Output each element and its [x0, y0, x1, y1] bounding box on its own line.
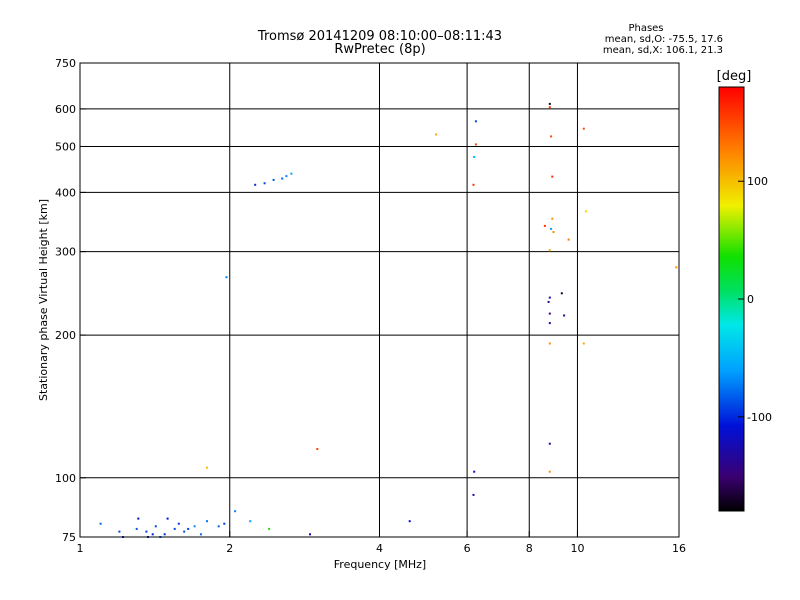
data-point: [584, 210, 587, 213]
data-point: [254, 183, 257, 186]
data-point: [99, 522, 102, 525]
y-axis-label: Stationary phase Virtual Height [km]: [37, 199, 50, 401]
data-point: [206, 520, 208, 523]
data-point: [193, 525, 196, 528]
x-tick-label: 8: [526, 542, 533, 555]
data-point: [316, 448, 319, 450]
stats-o-mode: mean, sd,O: -75.5, 17.6: [605, 34, 723, 45]
data-point: [567, 238, 570, 241]
colorbar-tick-label: 0: [747, 293, 754, 306]
data-point: [177, 522, 180, 525]
data-point: [135, 527, 138, 530]
data-point: [199, 533, 202, 536]
data-point: [551, 175, 554, 178]
data-point: [675, 266, 678, 269]
data-point: [550, 135, 553, 138]
data-point: [187, 527, 190, 530]
x-tick-label: 4: [376, 542, 383, 555]
data-point: [550, 227, 553, 230]
data-point: [548, 102, 551, 105]
data-point: [474, 143, 477, 146]
y-tick-label: 600: [55, 103, 76, 116]
grid-lines: [80, 63, 679, 537]
data-point: [154, 525, 157, 528]
data-point: [234, 510, 237, 513]
x-tick-label: 16: [672, 542, 686, 555]
y-tick-label: 200: [55, 329, 76, 342]
x-tick-label: 10: [570, 542, 584, 555]
stats-heading: Phases: [628, 23, 663, 34]
data-point: [547, 300, 550, 303]
data-point: [249, 520, 252, 523]
data-point: [548, 106, 551, 109]
data-point: [263, 182, 266, 185]
data-point: [548, 470, 551, 473]
data-point: [173, 527, 176, 530]
colorbar-ticks: 100 0 -100: [738, 175, 772, 424]
data-point: [206, 466, 208, 469]
data-point: [473, 470, 476, 473]
data-point: [268, 527, 271, 530]
y-tick-label: 400: [55, 186, 76, 199]
chart-subtitle: RwPretec (8p): [334, 42, 425, 57]
data-point: [560, 292, 563, 295]
data-point: [118, 530, 121, 533]
data-point: [309, 533, 311, 536]
chart-title: Tromsø 20141209 08:10:00–08:11:43: [257, 29, 502, 44]
data-point: [563, 314, 566, 317]
x-tick-label: 6: [464, 542, 471, 555]
data-point: [225, 276, 228, 279]
data-point: [285, 175, 288, 178]
data-point: [183, 530, 186, 533]
stats-x-mode: mean, sd,X: 106.1, 21.3: [603, 45, 723, 56]
data-point: [472, 183, 475, 186]
x-axis-ticks: 1 2 4 6 8 10 16: [77, 531, 686, 555]
data-point: [290, 172, 293, 175]
y-tick-label: 750: [55, 57, 76, 70]
data-point: [151, 533, 154, 536]
data-point: [551, 217, 554, 220]
data-point: [582, 127, 585, 130]
colorbar-tick-label: 100: [747, 175, 768, 188]
y-tick-label: 75: [62, 531, 76, 544]
data-point: [548, 296, 551, 299]
data-point: [137, 517, 140, 520]
data-point: [163, 533, 166, 536]
y-tick-label: 300: [55, 246, 76, 259]
data-point: [145, 530, 148, 533]
data-point: [435, 133, 438, 136]
data-point: [281, 177, 284, 180]
data-points: [99, 102, 678, 538]
data-point: [552, 231, 555, 233]
data-point: [548, 322, 551, 325]
data-point: [548, 249, 551, 252]
y-tick-label: 100: [55, 472, 76, 485]
data-point: [474, 120, 477, 123]
data-point: [543, 224, 546, 227]
data-point: [223, 522, 226, 525]
colorbar-tick-label: -100: [747, 411, 772, 424]
data-point: [473, 156, 476, 158]
data-point: [272, 178, 275, 181]
data-point: [548, 342, 551, 345]
data-point: [472, 493, 475, 496]
data-point: [582, 342, 585, 345]
data-point: [408, 520, 411, 523]
x-tick-label: 2: [226, 542, 233, 555]
data-point: [217, 525, 220, 528]
colorbar-label: [deg]: [717, 69, 752, 84]
data-point: [548, 312, 551, 315]
y-tick-label: 500: [55, 140, 76, 153]
y-axis-ticks: 75 100 200 300 400 500 600 750: [55, 57, 86, 544]
x-axis-label: Frequency [MHz]: [334, 558, 426, 571]
x-tick-label: 1: [77, 542, 84, 555]
data-point: [548, 442, 551, 445]
data-point: [166, 517, 169, 520]
